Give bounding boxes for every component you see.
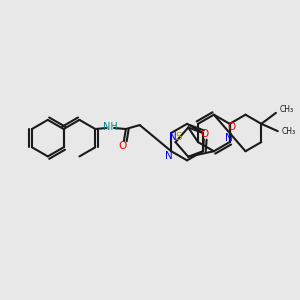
Text: S: S — [175, 132, 182, 142]
Text: N: N — [165, 151, 173, 161]
Text: O: O — [227, 122, 236, 132]
Text: N: N — [225, 133, 232, 143]
Text: CH₃: CH₃ — [280, 105, 294, 114]
Text: CH₃: CH₃ — [282, 127, 296, 136]
Text: N: N — [169, 132, 177, 142]
Text: O: O — [201, 129, 209, 140]
Text: O: O — [119, 141, 127, 151]
Text: NH: NH — [103, 122, 118, 132]
